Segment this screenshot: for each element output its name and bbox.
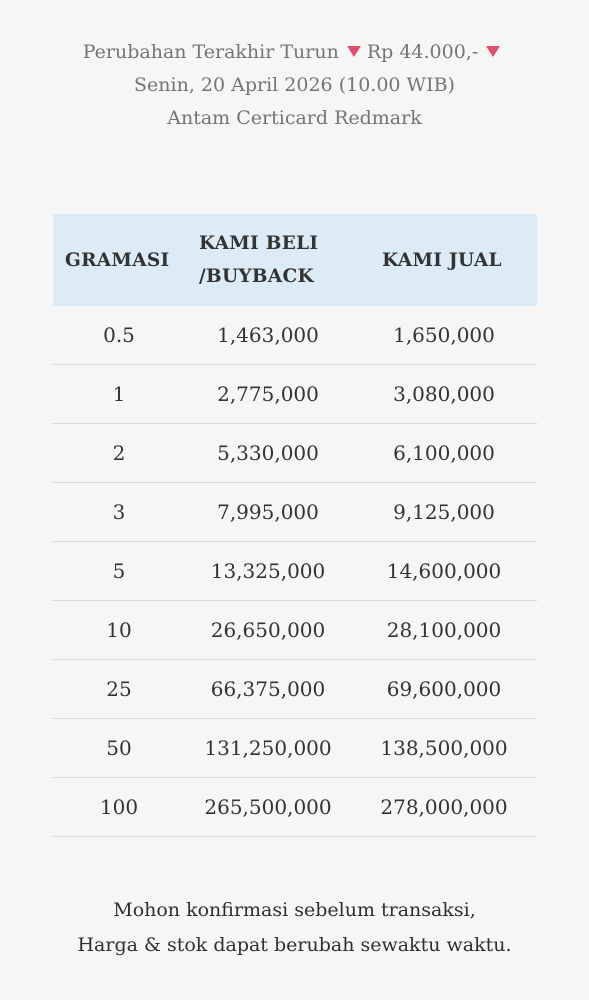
- header-row: GRAMASI KAMI BELI/BUYBACK KAMI JUAL: [53, 214, 537, 306]
- price-table-body: 0.5 1,463,000 1,650,000 1 2,775,000 3,080,000…: [53, 306, 537, 837]
- sell-price-cell: 9,125,000: [351, 482, 537, 542]
- buyback-price-cell: 1,463,000: [185, 306, 351, 365]
- sell-price-cell: 3,080,000: [351, 364, 537, 424]
- down-triangle-icon: [346, 46, 361, 57]
- table-row: 1 2,775,000 3,080,000: [53, 364, 537, 424]
- disclaimer-line-1: Mohon konfirmasi sebelum transaksi,: [113, 899, 476, 921]
- update-date: Senin, 20 April 2026 (10.00 WIB): [134, 74, 455, 96]
- price-change-header: Perubahan Terakhir Turun Rp 44.000,- Seni…: [0, 36, 589, 135]
- gram-cell: 100: [53, 777, 185, 837]
- down-triangle-icon: [486, 46, 501, 57]
- buyback-price-cell: 5,330,000: [185, 423, 351, 483]
- column-header-buyback: KAMI BELI/BUYBACK: [185, 214, 351, 306]
- sell-price-cell: 69,600,000: [351, 659, 537, 719]
- price-table-header: GRAMASI KAMI BELI/BUYBACK KAMI JUAL: [53, 214, 537, 306]
- sell-price-cell: 278,000,000: [351, 777, 537, 837]
- disclaimer: Mohon konfirmasi sebelum transaksi, Harg…: [0, 893, 589, 963]
- gram-cell: 0.5: [53, 306, 185, 365]
- table-row: 0.5 1,463,000 1,650,000: [53, 306, 537, 365]
- buyback-price-cell: 26,650,000: [185, 600, 351, 660]
- sell-price-cell: 14,600,000: [351, 541, 537, 601]
- gram-cell: 10: [53, 600, 185, 660]
- price-table-container: GRAMASI KAMI BELI/BUYBACK KAMI JUAL 0.5 1…: [53, 214, 537, 837]
- column-header-gramasi: GRAMASI: [65, 249, 170, 271]
- buyback-header-line1: KAMI BELI: [199, 233, 319, 254]
- gram-cell: 3: [53, 482, 185, 542]
- table-row: 5 13,325,000 14,600,000: [53, 541, 537, 601]
- buyback-price-cell: 66,375,000: [185, 659, 351, 719]
- disclaimer-line-2: Harga & stok dapat berubah sewaktu waktu…: [77, 934, 512, 956]
- sell-price-cell: 1,650,000: [351, 306, 537, 365]
- buyback-header-line2: /BUYBACK: [199, 266, 314, 287]
- price-table: GRAMASI KAMI BELI/BUYBACK KAMI JUAL 0.5 1…: [53, 214, 537, 837]
- table-row: 50 131,250,000 138,500,000: [53, 718, 537, 778]
- gram-cell: 5: [53, 541, 185, 601]
- table-row: 2 5,330,000 6,100,000: [53, 423, 537, 483]
- price-change-label: Perubahan Terakhir Turun: [82, 41, 339, 63]
- buyback-price-cell: 13,325,000: [185, 541, 351, 601]
- gram-cell: 50: [53, 718, 185, 778]
- gram-cell: 2: [53, 423, 185, 483]
- table-row: 100 265,500,000 278,000,000: [53, 777, 537, 837]
- price-change-line: Perubahan Terakhir Turun Rp 44.000,-: [0, 36, 589, 69]
- sell-price-cell: 138,500,000: [351, 718, 537, 778]
- table-row: 10 26,650,000 28,100,000: [53, 600, 537, 660]
- column-header-sell: KAMI JUAL: [382, 249, 502, 271]
- table-row: 25 66,375,000 69,600,000: [53, 659, 537, 719]
- product-name: Antam Certicard Redmark: [167, 107, 422, 129]
- buyback-price-cell: 265,500,000: [185, 777, 351, 837]
- gram-cell: 1: [53, 364, 185, 424]
- sell-price-cell: 28,100,000: [351, 600, 537, 660]
- buyback-price-cell: 7,995,000: [185, 482, 351, 542]
- table-row: 3 7,995,000 9,125,000: [53, 482, 537, 542]
- buyback-price-cell: 131,250,000: [185, 718, 351, 778]
- sell-price-cell: 6,100,000: [351, 423, 537, 483]
- price-change-amount: Rp 44.000,-: [366, 41, 479, 63]
- buyback-price-cell: 2,775,000: [185, 364, 351, 424]
- gram-cell: 25: [53, 659, 185, 719]
